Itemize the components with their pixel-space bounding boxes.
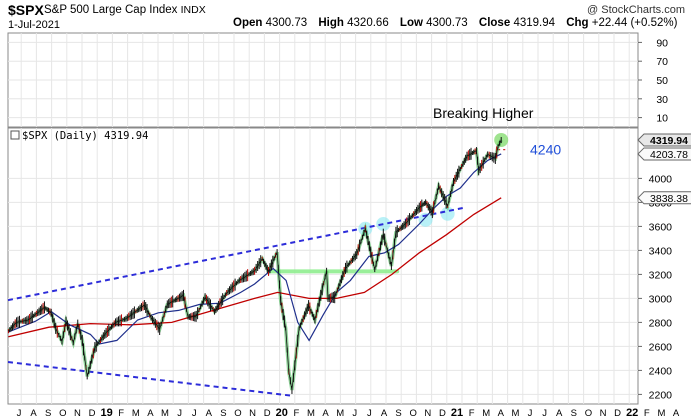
x-tick-label: S [45,408,51,419]
x-tick-label: 20 [276,407,288,419]
x-tick-label: A [556,408,563,419]
price-tick-label: 2800 [649,317,673,329]
x-tick-label: A [322,408,329,419]
price-flag [637,147,691,161]
retest-marker [418,212,433,227]
price-flag-label: 3838.38 [650,193,688,205]
chart-symbol: $SPX [8,2,44,18]
x-tick-label: N [249,408,256,419]
x-tick-label: D [614,408,621,419]
price-tick-label: 3400 [649,245,673,257]
x-tick-label: D [439,408,446,419]
x-tick-label: M [657,408,665,419]
x-tick-label: J [542,408,547,419]
x-tick-label: S [220,408,226,419]
close-label: Close [478,17,511,29]
open-value: 4300.73 [265,17,308,29]
price-tick-label: 3000 [649,293,673,305]
x-tick-label: F [469,408,475,419]
price-tick-label: 3600 [649,221,673,233]
price-flag-label: 4203.78 [650,149,688,161]
x-tick-label: A [147,408,154,419]
x-tick-label: 21 [451,407,463,419]
x-tick-label: S [571,408,577,419]
price-close-line [8,139,502,391]
legend-icon [10,130,20,140]
x-tick-label: N [424,408,431,419]
close-value: 4319.94 [513,17,556,29]
x-tick-label: F [644,408,650,419]
x-tick-label: S [395,408,401,419]
indicator-tick-label: 70 [656,56,668,68]
index-name: S&P 500 Large Cap Index INDX [44,4,206,16]
x-tick-label: O [59,408,66,419]
x-tick-label: J [177,408,182,419]
indicator-tick-label: 30 [656,94,668,106]
x-tick-label: M [307,408,315,419]
indicator-tick-label: 90 [656,37,668,49]
x-tick-label: A [30,408,37,419]
annotation-4240: 4240 [530,142,561,158]
indicator-tick-label: 10 [656,113,668,125]
x-tick-label: N [600,408,607,419]
watermark: @ StockCharts.com [587,4,685,16]
chart-date: 1-Jul-2021 [8,19,60,31]
price-tick-label: 3200 [649,269,673,281]
legend-label: $SPX (Daily) 4319.94 [22,130,148,142]
x-tick-label: M [132,408,140,419]
month-gridlines [20,33,630,404]
x-tick-label: J [352,408,357,419]
x-tick-label: F [118,408,124,419]
x-tick-label: J [17,408,22,419]
indicator-tick-label: 50 [656,75,668,87]
chg-label: Chg [566,17,589,29]
x-tick-label: M [161,408,169,419]
price-tick-label: 4000 [649,173,673,185]
index-name-text: S&P 500 Large Cap Index [44,4,178,16]
x-tick-label: A [381,408,388,419]
price-tick-label: 2200 [649,389,673,401]
x-tick-label: N [74,408,81,419]
x-tick-label: M [482,408,490,419]
price-tick-label: 2400 [649,365,673,377]
low-value: 4300.73 [426,17,468,29]
x-tick-label: 19 [100,407,112,419]
price-panel-frame [7,127,639,405]
x-tick-label: J [528,408,533,419]
x-tick-label: O [585,408,592,419]
x-tick-label: M [511,408,519,419]
high-label: High [318,17,344,29]
x-tick-label: D [264,408,271,419]
x-tick-label: M [336,408,344,419]
x-tick-label: A [498,408,505,419]
x-tick-label: A [673,408,680,419]
price-flag-label: 4319.94 [650,135,688,147]
open-label: Open [233,17,263,29]
chg-value: +22.44 (+0.52%) [591,17,678,29]
exchange-code: INDX [180,4,206,16]
low-label: Low [399,17,423,29]
lower-trendline [7,361,291,397]
upper-trendline [7,206,465,302]
x-tick-label: O [410,408,417,419]
x-tick-label: 22 [626,407,638,419]
x-tick-label: F [293,408,299,419]
x-tick-label: O [234,408,241,419]
price-flag [637,133,691,147]
annotation-breaking-higher: Breaking Higher [433,105,534,121]
price-tick-label: 2600 [649,341,673,353]
x-tick-label: J [367,408,372,419]
x-tick-label: A [206,408,213,419]
ma200-line [8,197,502,338]
ohlc-readout: Open 4300.73 High 4320.66 Low 4300.73 Cl… [233,17,685,29]
price-flag [637,191,691,205]
x-tick-label: J [192,408,197,419]
x-tick-label: D [89,408,96,419]
high-value: 4320.66 [347,17,389,29]
